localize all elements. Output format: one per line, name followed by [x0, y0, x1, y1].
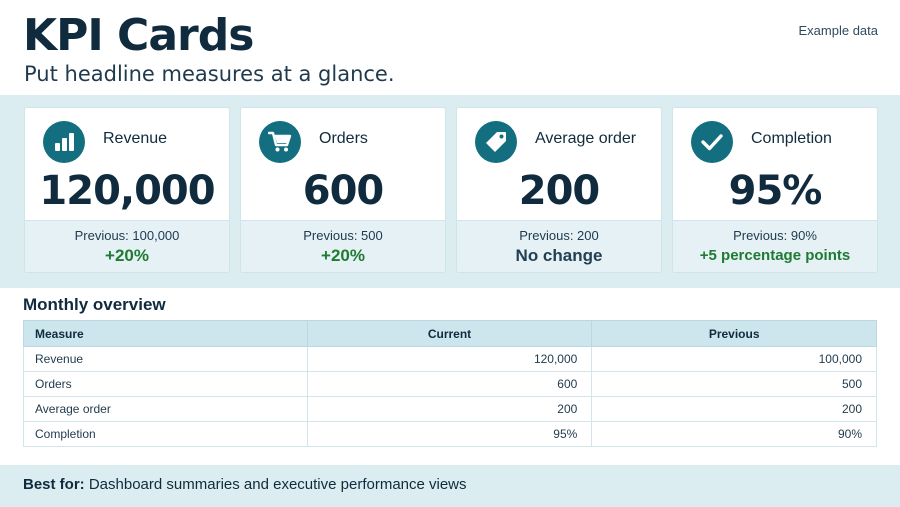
table-row: Revenue 120,000 100,000 — [23, 346, 877, 372]
current-cell: 600 — [306, 371, 593, 397]
current-cell: 120,000 — [306, 346, 593, 372]
kpi-card-header: Orders — [241, 108, 445, 168]
current-cell: 200 — [306, 396, 593, 422]
footer-label: Best for: — [23, 476, 85, 493]
checkmark-icon — [691, 121, 733, 163]
kpi-card-label: Average order — [535, 130, 637, 147]
table-row: Completion 95% 90% — [23, 421, 877, 447]
kpi-card-footer: Previous: 500 +20% — [241, 220, 445, 272]
kpi-card-footer: Previous: 100,000 +20% — [25, 220, 229, 272]
kpi-card-value: 200 — [518, 168, 601, 214]
kpi-previous-value: Previous: 500 — [303, 228, 383, 243]
kpi-previous-value: Previous: 200 — [519, 228, 599, 243]
kpi-change: +5 percentage points — [699, 247, 851, 264]
kpi-card-label: Completion — [751, 130, 832, 147]
table-header-row: Measure Current Previous — [23, 320, 877, 347]
table-row: Orders 600 500 — [23, 371, 877, 397]
overview-table: Measure Current Previous Revenue 120,000… — [23, 320, 877, 447]
measure-cell: Orders — [23, 371, 308, 397]
kpi-card-header: Average order — [457, 108, 661, 168]
measure-cell: Revenue — [23, 346, 308, 372]
kpi-change: +20% — [105, 246, 149, 265]
example-data-tag: Example data — [798, 23, 879, 38]
kpi-change: +20% — [321, 246, 365, 265]
kpi-card-label: Orders — [319, 130, 368, 147]
measure-cell: Average order — [23, 396, 308, 422]
footer-description: Dashboard summaries and executive perfor… — [88, 476, 467, 493]
kpi-card-revenue: Revenue 120,000 Previous: 100,000 +20% — [24, 107, 230, 273]
previous-cell: 500 — [591, 371, 877, 397]
table-row: Average order 200 200 — [23, 396, 877, 422]
bar-chart-icon — [43, 121, 85, 163]
kpi-card-value: 600 — [302, 168, 385, 214]
column-header-current: Current — [306, 320, 593, 347]
page-subtitle: Put headline measures at a glance. — [24, 62, 395, 86]
kpi-previous-value: Previous: 90% — [733, 228, 817, 243]
kpi-card-header: Completion — [673, 108, 877, 168]
kpi-change: No change — [515, 246, 603, 265]
overview-title: Monthly overview — [23, 295, 166, 314]
column-header-previous: Previous — [591, 320, 877, 347]
footer-band: Best for: Dashboard summaries and execut… — [0, 465, 900, 507]
page-title: KPI Cards — [23, 10, 254, 61]
kpi-card-footer: Previous: 200 No change — [457, 220, 661, 272]
kpi-card-label: Revenue — [103, 130, 168, 147]
column-header-measure: Measure — [23, 320, 308, 347]
measure-cell: Completion — [23, 421, 308, 447]
kpi-card-value: 95% — [728, 168, 823, 214]
page-header: KPI Cards Put headline measures at a gla… — [0, 0, 900, 95]
footer-note: Best for: Dashboard summaries and execut… — [23, 476, 467, 493]
previous-cell: 200 — [591, 396, 877, 422]
kpi-card-average-order: Average order 200 Previous: 200 No chang… — [456, 107, 662, 273]
kpi-card-completion: Completion 95% Previous: 90% +5 percenta… — [672, 107, 878, 273]
shopping-cart-icon — [259, 121, 301, 163]
kpi-card-orders: Orders 600 Previous: 500 +20% — [240, 107, 446, 273]
current-cell: 95% — [306, 421, 593, 447]
previous-cell: 100,000 — [591, 346, 877, 372]
price-tag-icon — [475, 121, 517, 163]
kpi-card-header: Revenue — [25, 108, 229, 168]
kpi-card-footer: Previous: 90% +5 percentage points — [673, 220, 877, 272]
previous-cell: 90% — [591, 421, 877, 447]
kpi-previous-value: Previous: 100,000 — [74, 228, 180, 243]
kpi-card-value: 120,000 — [39, 168, 215, 214]
